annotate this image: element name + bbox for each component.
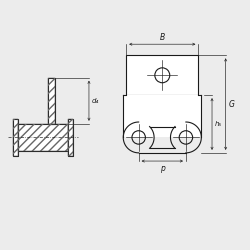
Text: G: G (229, 100, 234, 108)
Polygon shape (13, 119, 18, 156)
Polygon shape (126, 56, 198, 95)
Text: p: p (160, 164, 165, 173)
Polygon shape (48, 78, 55, 124)
Text: h₅: h₅ (214, 121, 222, 127)
Polygon shape (123, 95, 201, 137)
Polygon shape (68, 119, 73, 156)
Text: d₄: d₄ (92, 98, 99, 104)
Polygon shape (18, 124, 68, 151)
Text: B: B (160, 33, 165, 42)
